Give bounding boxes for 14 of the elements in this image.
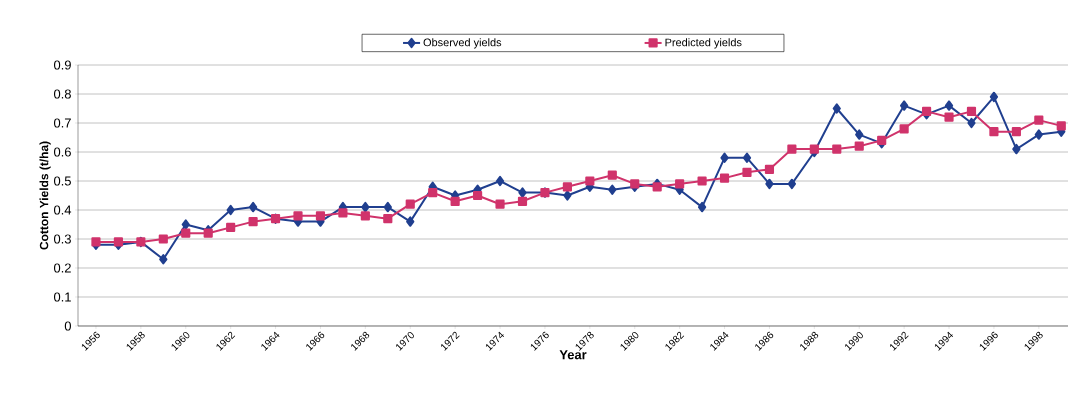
y-tick-label: 0.6 xyxy=(53,147,71,157)
y-tick-label: 0 xyxy=(64,321,71,331)
x-axis-title: Year xyxy=(559,350,587,360)
legend-label: Observed yields xyxy=(423,38,502,49)
y-tick-label: 0.3 xyxy=(53,234,71,244)
y-tick-label: 0.9 xyxy=(53,60,71,70)
y-tick-label: 0.8 xyxy=(53,89,71,99)
y-tick-label: 0.5 xyxy=(53,176,71,186)
y-tick-label: 0.2 xyxy=(53,263,71,273)
y-tick-label: 0.4 xyxy=(53,205,72,215)
y-tick-label: 0.7 xyxy=(53,118,71,128)
y-axis-title: Cotton Yields (t/ha) xyxy=(39,141,51,250)
legend-label: Predicted yields xyxy=(665,38,742,49)
y-tick-label: 0.1 xyxy=(53,292,71,302)
